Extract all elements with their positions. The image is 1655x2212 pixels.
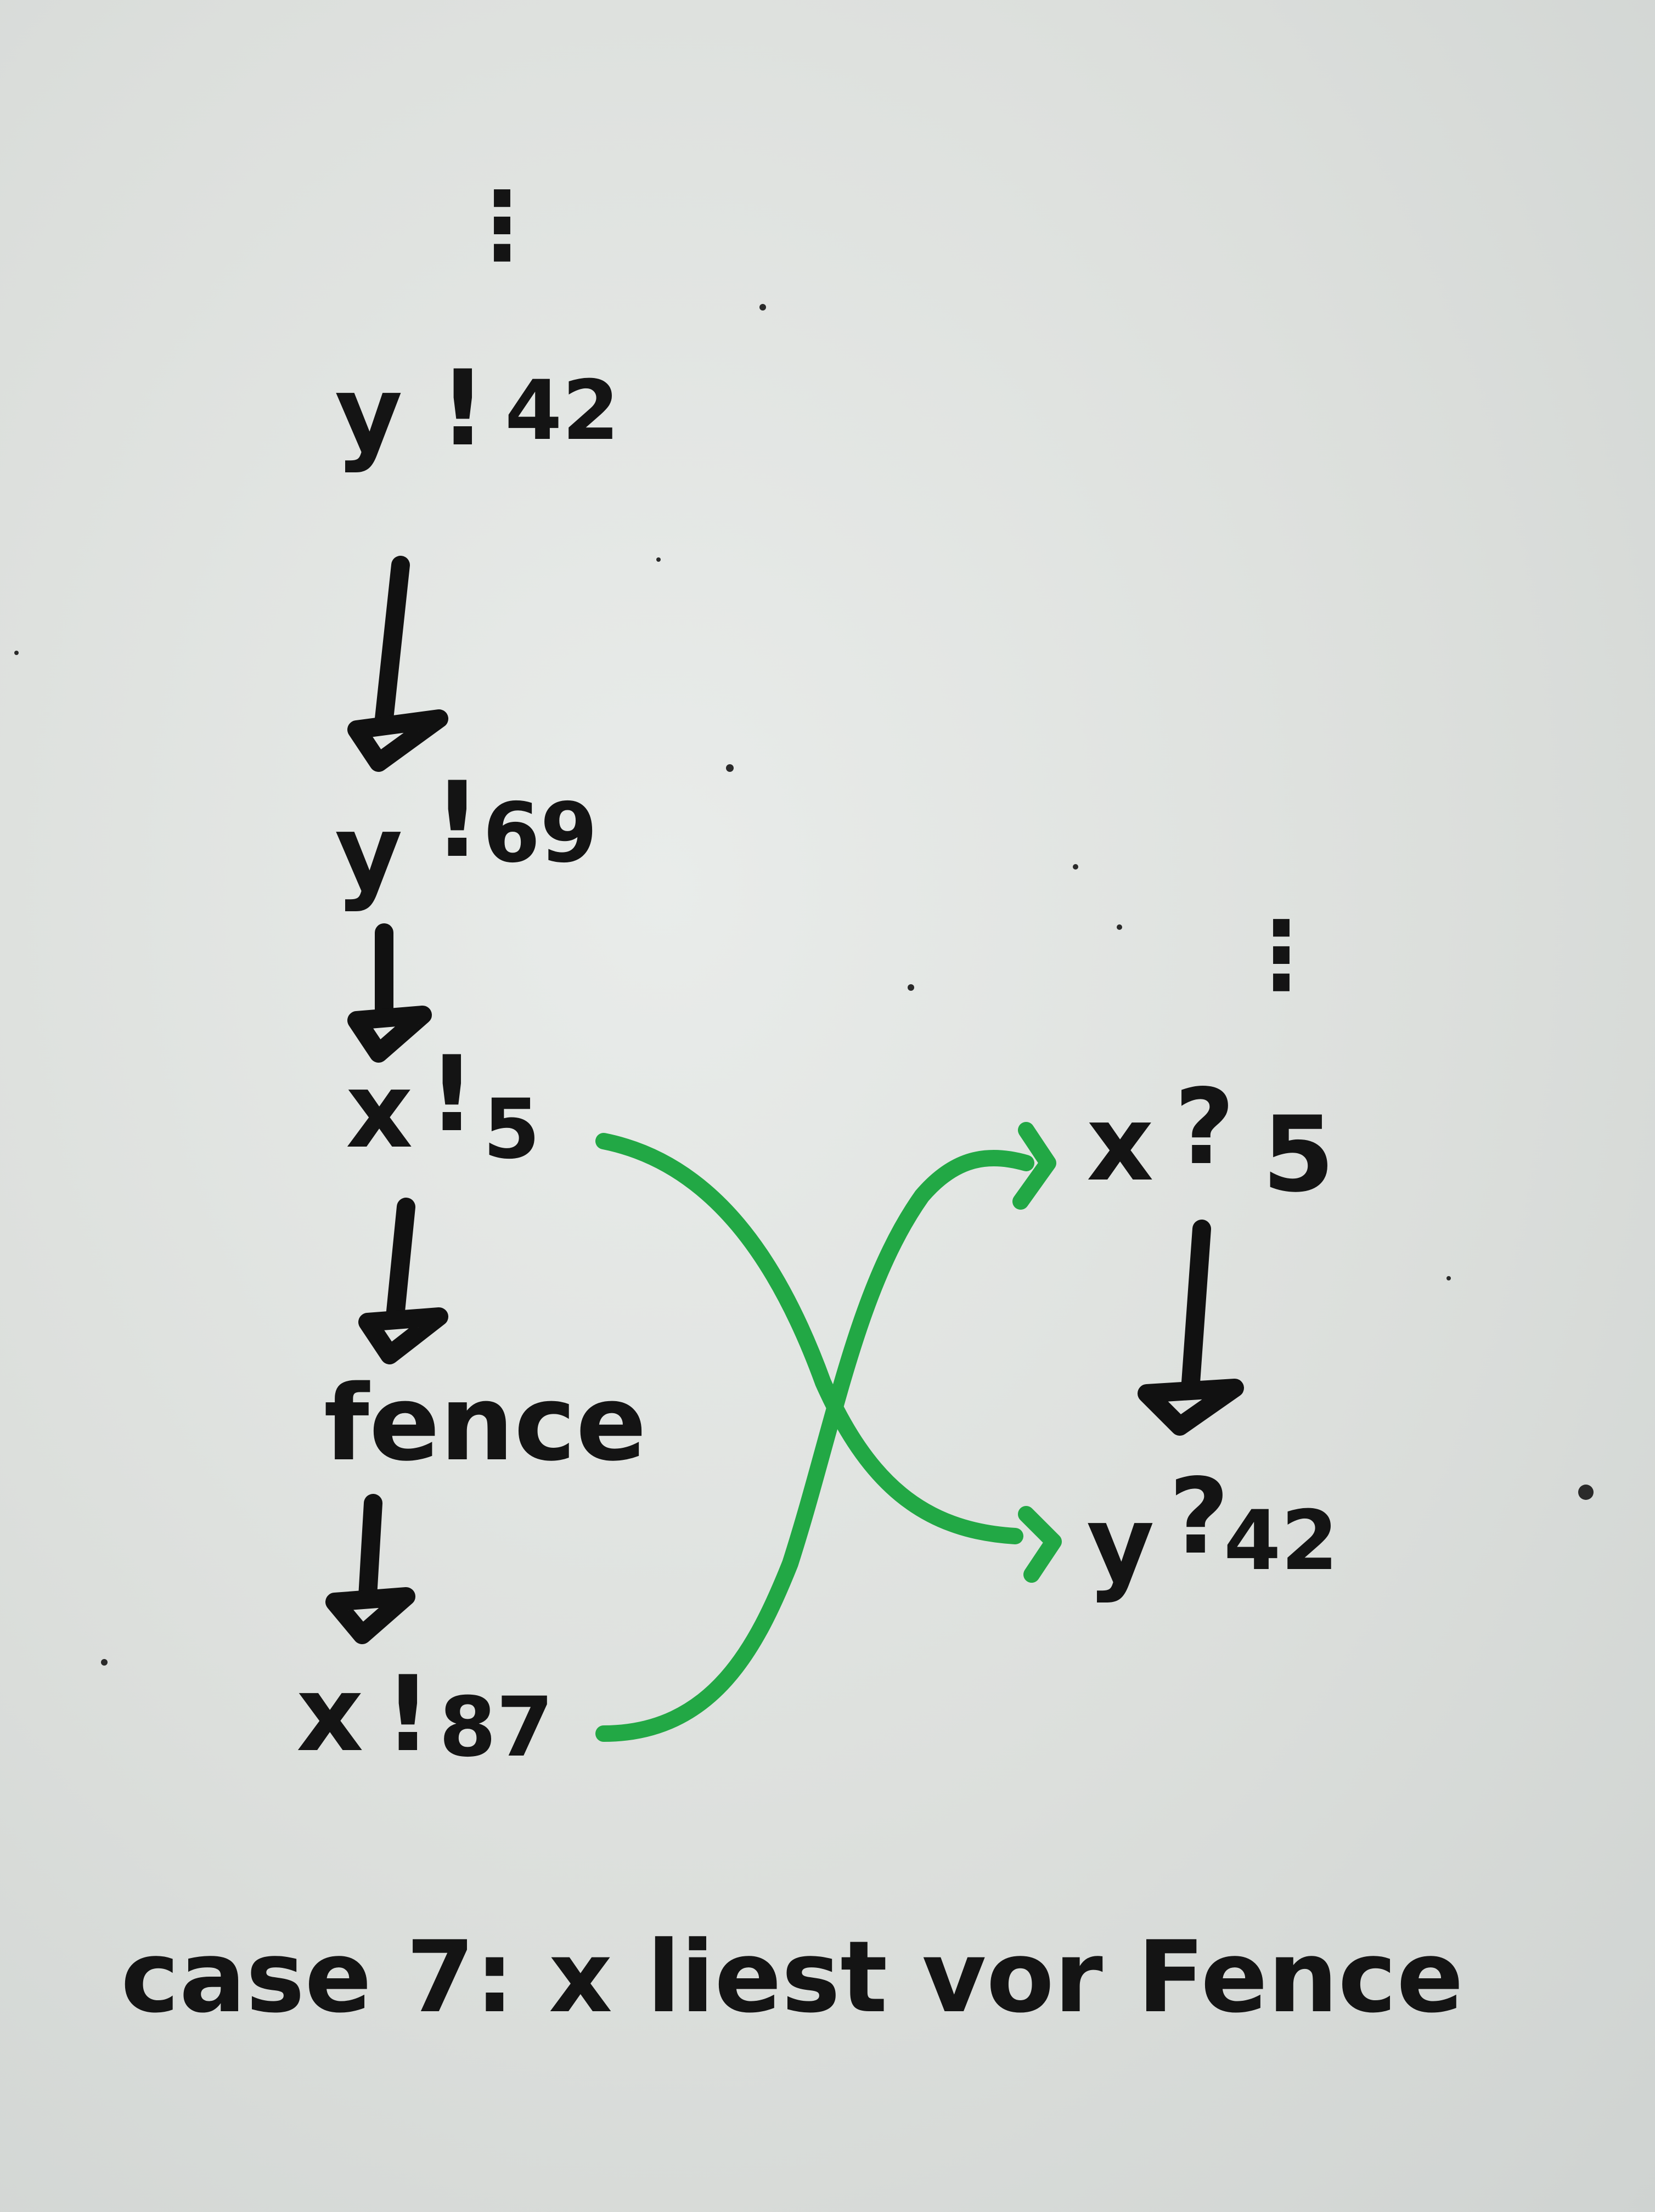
po-arrow-1 — [375, 556, 410, 728]
po-arrow-4 — [358, 1494, 382, 1606]
reads-from-arrows — [595, 1122, 1062, 1742]
event-variable: x — [346, 1050, 413, 1171]
event-value: 69 — [483, 786, 598, 881]
rf-arrow-y42-head — [1012, 1122, 1056, 1210]
event-variable: y — [1087, 1483, 1155, 1605]
event-operator: ! — [434, 759, 481, 881]
diagram-caption: case 7: x liest vor Fence — [121, 1920, 1464, 2035]
board-specks — [14, 304, 1594, 1666]
left-ellipsis: ⋮ — [455, 172, 549, 280]
event-variable: y — [335, 792, 403, 913]
rf-arrow-x5-head — [1018, 1506, 1062, 1583]
left-event-1: y ! 42 — [335, 348, 620, 475]
event-value: 5 — [1262, 1094, 1335, 1215]
po-arrow-1-head — [347, 709, 448, 772]
left-thread: ⋮ y ! 42 y ! 69 x ! 5 fence x ! — [296, 172, 646, 1775]
event-value: 87 — [439, 1680, 554, 1775]
po-arrow-3-head — [358, 1307, 448, 1364]
rf-arrow-x5 — [595, 1133, 1023, 1544]
right-ellipsis: ⋮ — [1235, 901, 1328, 1010]
event-value: 42 — [505, 363, 620, 459]
event-operator: ! — [428, 1034, 476, 1155]
po-arrow-2-head — [347, 1006, 432, 1063]
event-variable: y — [335, 353, 403, 475]
event-operator: ? — [1174, 1066, 1235, 1188]
right-thread: ⋮ x ? 5 y ? 42 — [1087, 901, 1338, 1605]
po-arrow-4-head — [325, 1587, 415, 1644]
rf-arrow-y42 — [595, 1149, 1034, 1742]
event-operator: ? — [1169, 1456, 1229, 1577]
left-event-3: x ! 5 — [346, 1034, 540, 1177]
event-variable: x — [1087, 1083, 1154, 1204]
po-arrow-right — [1181, 1220, 1211, 1392]
left-event-5: x ! 87 — [296, 1654, 554, 1775]
po-arrow-3 — [386, 1198, 415, 1326]
event-variable: x — [296, 1654, 364, 1775]
left-event-4: fence — [324, 1363, 646, 1484]
event-fence: fence — [324, 1363, 646, 1484]
event-operator: ! — [439, 348, 487, 469]
event-value: 5 — [483, 1082, 540, 1177]
po-arrow-right-head — [1138, 1379, 1244, 1436]
right-event-1: x ? 5 — [1087, 1066, 1335, 1215]
left-event-2: y ! 69 — [335, 759, 598, 913]
event-operator: ! — [384, 1654, 432, 1775]
right-event-2: y ? 42 — [1087, 1456, 1338, 1605]
event-value: 42 — [1224, 1493, 1338, 1589]
